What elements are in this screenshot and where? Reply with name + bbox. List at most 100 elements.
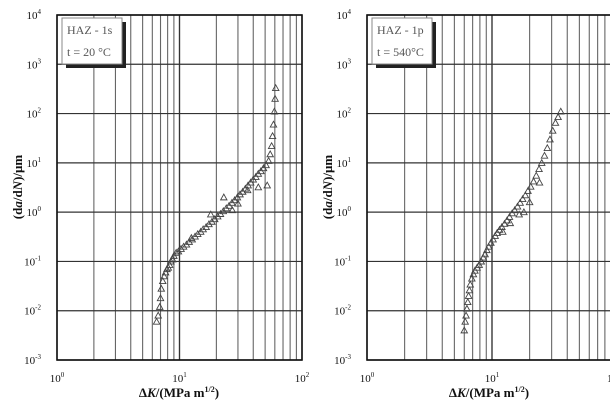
data-point: [510, 205, 519, 214]
data-point: [518, 194, 527, 202]
data-point: [460, 326, 469, 334]
legend-left: HAZ - 1s t = 20 °C: [61, 17, 126, 68]
data-point: [546, 135, 554, 143]
data-point: [156, 294, 165, 302]
legend-box-right: [371, 17, 433, 65]
data-point: [489, 235, 498, 243]
y-tick-label: 100: [27, 205, 42, 219]
data-point: [268, 131, 277, 140]
plot-frame-left: [56, 14, 303, 361]
legend-line2-right: t = 540°C: [377, 45, 424, 59]
data-point: [556, 107, 565, 115]
y-tick-label: 103: [337, 57, 352, 71]
data-point: [219, 193, 228, 201]
data-point: [464, 291, 473, 299]
y-tick-labels-left: 10-3 10-2 10-1 100 101 102 103 104: [24, 8, 41, 367]
chart-left: HAZ - 1s t = 20 °C 10-3 10-2 10-1 100 101 102…: [10, 8, 310, 400]
y-tick-label: 10-2: [24, 304, 41, 318]
y-tick-label: 102: [337, 107, 352, 121]
data-point: [179, 242, 188, 250]
y-axis-label-left: (da/dN)/μm: [10, 155, 25, 220]
y-tick-label: 101: [27, 156, 42, 170]
data-point: [524, 186, 532, 194]
data-point: [462, 304, 471, 312]
data-point: [505, 212, 514, 220]
data-point: [254, 183, 263, 191]
y-tick-label: 10-1: [24, 254, 41, 268]
data-point: [267, 141, 276, 149]
x-tick-labels-right: 100 101 1: [360, 371, 610, 385]
x-tick-label: 101: [485, 371, 500, 385]
y-tick-label: 104: [27, 8, 42, 22]
data-point: [158, 276, 167, 285]
data-point: [513, 202, 522, 210]
data-point: [551, 118, 560, 126]
data-point: [152, 317, 161, 325]
data-point: [271, 94, 280, 102]
data-point: [185, 237, 194, 245]
data-point: [469, 270, 478, 278]
data-point: [525, 197, 534, 206]
data-point: [157, 284, 166, 292]
data-point: [269, 120, 278, 128]
data-point: [462, 311, 471, 319]
data-point: [543, 143, 552, 152]
data-point: [461, 317, 470, 325]
data-point: [172, 248, 181, 256]
data-point: [475, 260, 484, 268]
data-point: [233, 199, 242, 207]
data-point: [243, 185, 252, 194]
data-point: [535, 178, 544, 186]
legend-line1-left: HAZ - 1s: [67, 23, 113, 37]
data-point: [166, 257, 175, 265]
x-axis-label-left: ΔK/(MPa m1/2): [139, 385, 219, 400]
data-point: [554, 112, 563, 121]
x-tick-labels-left: 100 101 102: [50, 371, 310, 385]
data-point: [168, 255, 177, 263]
data-point: [266, 150, 275, 158]
data-point: [516, 198, 525, 206]
y-tick-labels-right: 10-3 10-2 10-1 100 101 102 103 104: [334, 8, 351, 367]
plot-area-right: [367, 15, 610, 360]
data-point: [160, 272, 169, 280]
data-point: [500, 219, 509, 227]
data-point: [466, 280, 475, 288]
data-point: [177, 244, 186, 252]
y-tick-label: 10-3: [24, 353, 41, 367]
data-point: [521, 191, 530, 199]
x-tick-label-edge: 1: [607, 373, 610, 385]
legend-line2-left: t = 20 °C: [67, 45, 111, 59]
data-point: [477, 257, 486, 265]
data-point: [206, 210, 215, 218]
data-point: [540, 151, 549, 159]
data-point: [463, 297, 472, 306]
data-point: [482, 245, 491, 254]
data-point: [264, 156, 273, 164]
legend-right: HAZ - 1p t = 540°C: [371, 17, 436, 68]
x-axis-label-right: ΔK/(MPa m1/2): [449, 385, 529, 400]
data-point: [467, 274, 476, 282]
data-point: [548, 126, 557, 134]
data-point: [503, 216, 512, 224]
data-point: [537, 158, 546, 166]
data-point: [155, 302, 164, 310]
x-tick-label: 102: [295, 371, 310, 385]
markers-right: [460, 107, 565, 334]
data-point: [465, 286, 474, 294]
data-point: [263, 181, 272, 189]
data-point: [271, 83, 280, 92]
data-point: [519, 208, 528, 216]
data-point: [506, 218, 515, 227]
data-point: [199, 225, 208, 233]
legend-box-left: [61, 17, 123, 65]
markers-left: [152, 83, 280, 325]
data-point: [165, 260, 174, 268]
y-tick-label: 10-1: [334, 254, 351, 268]
data-point: [484, 242, 493, 250]
data-point: [481, 250, 490, 258]
data-point: [529, 177, 538, 185]
data-point: [262, 160, 271, 169]
data-point: [228, 205, 237, 214]
legend-line1-right: HAZ - 1p: [377, 23, 424, 37]
